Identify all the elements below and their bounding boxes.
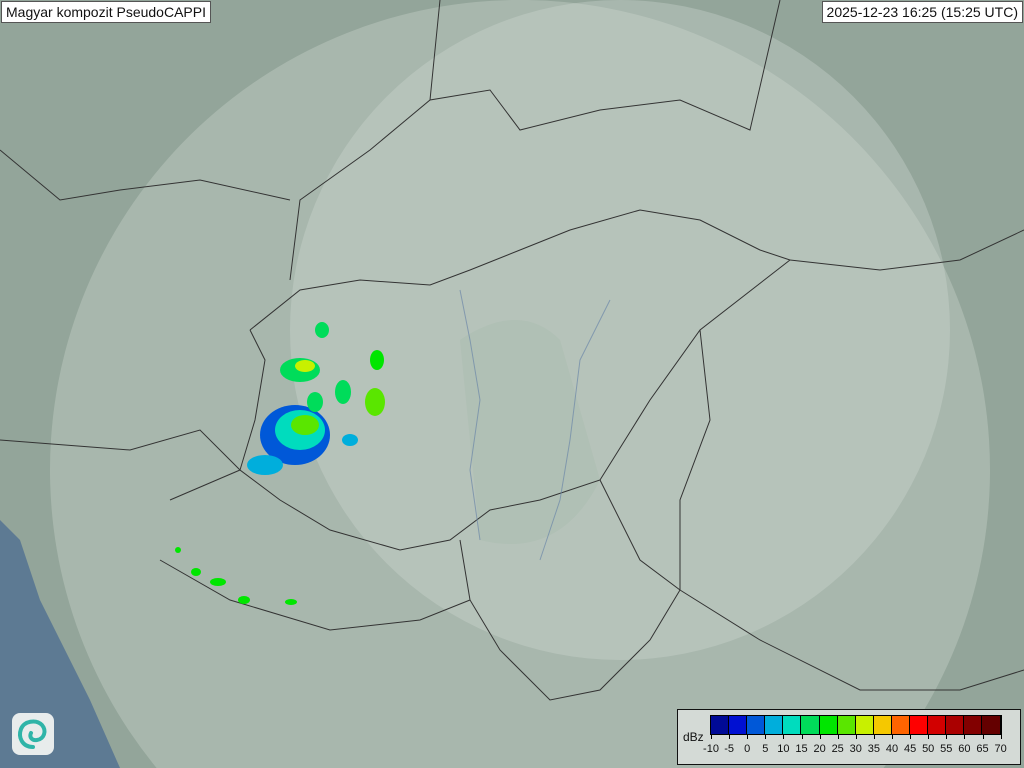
legend-swatch: [891, 716, 911, 734]
legend-tick-label: 25: [831, 743, 844, 755]
dbz-legend: dBz -10 -5 0 5 10 15 20 25 30 35 40 45 50 55 60 65 70: [677, 709, 1021, 765]
legend-tick-label: 45: [903, 743, 917, 755]
legend-tick-mark: [783, 734, 785, 739]
legend-tick-label: -5: [724, 743, 734, 755]
legend-tick-mark: [964, 734, 966, 739]
legend-swatch: [946, 716, 965, 734]
legend-tick-label: 50: [922, 743, 935, 755]
map-title: Magyar kompozit PseudoCAPPI: [1, 1, 211, 23]
legend-swatch: [729, 716, 748, 734]
legend-tick-mark: [729, 734, 731, 739]
legend-tick-label: 15: [795, 743, 808, 755]
great-plain: [460, 320, 600, 544]
radar-echoes: [175, 322, 385, 605]
legend-tick-mark: [765, 734, 767, 739]
echo-cell: [315, 322, 329, 338]
adriatic-sea: [0, 520, 120, 768]
legend-tick-mark: [837, 734, 839, 739]
legend-swatch: [982, 716, 1001, 734]
radar-coverage-northeast: [290, 0, 950, 660]
echo-cell: [175, 547, 181, 553]
legend-tick-label: 30: [849, 743, 862, 755]
legend-tick-mark: [873, 734, 875, 739]
rivers: [459, 289, 611, 561]
legend-tick-label: 10: [777, 743, 790, 755]
legend-swatch: [711, 716, 730, 734]
legend-ticks: -10 -5 0 5 10 15 20 25 30 35 40 45 50 55 60 65 70: [703, 734, 1016, 762]
legend-swatch: [964, 716, 983, 734]
echo-cell: [291, 415, 319, 435]
timestamp: 2025-12-23 16:25 (15:25 UTC): [821, 1, 1023, 23]
legend-tick-label: 55: [940, 743, 953, 755]
legend-tick-label: 70: [994, 743, 1007, 755]
echo-cell: [247, 455, 283, 475]
echo-cell: [335, 380, 351, 404]
echo-cell: [285, 599, 297, 605]
legend-tick-mark: [892, 734, 893, 739]
echo-cell: [191, 568, 201, 576]
legend-tick-mark: [711, 734, 712, 739]
echo-cell: [370, 350, 384, 370]
legend-tick-label: 60: [958, 743, 971, 755]
legend-swatch: [873, 716, 892, 734]
legend-tick-mark: [1000, 734, 1002, 739]
legend-tick-label: 65: [976, 743, 989, 755]
legend-tick-mark: [819, 734, 821, 739]
legend-swatch: [801, 716, 820, 734]
legend-swatch: [928, 716, 947, 734]
legend-swatch: [819, 716, 838, 734]
legend-tick-label: 0: [744, 743, 751, 755]
legend-swatch: [747, 716, 766, 734]
legend-tick-mark: [910, 734, 912, 739]
legend-swatch: [910, 716, 929, 734]
legend-tick-mark: [855, 734, 857, 739]
legend-tick-mark: [928, 734, 930, 739]
legend-swatch: [783, 716, 802, 734]
legend-tick-label: 40: [885, 743, 899, 755]
echo-cell: [210, 578, 226, 586]
legend-swatch: [837, 716, 856, 734]
legend-tick-mark: [946, 734, 948, 739]
legend-tick-label: 20: [813, 743, 826, 755]
legend-unit: dBz: [683, 730, 704, 744]
legend-tick-label: -10: [703, 743, 719, 755]
legend-swatch: [855, 716, 874, 734]
legend-tick-label: 5: [762, 743, 769, 755]
legend-tick-mark: [747, 734, 749, 739]
legend-tick-label: 35: [867, 743, 881, 755]
swirl-logo-icon: [12, 713, 54, 755]
country-borders: [0, 0, 1024, 701]
echo-cell: [238, 596, 250, 604]
echo-cell: [365, 388, 385, 416]
legend-color-bar: [710, 715, 1002, 735]
echo-cell: [295, 360, 315, 372]
legend-tick-mark: [982, 734, 984, 739]
echo-cell: [342, 434, 358, 446]
legend-tick-mark: [801, 734, 803, 739]
legend-swatch: [765, 716, 784, 734]
echo-cell: [307, 392, 323, 412]
